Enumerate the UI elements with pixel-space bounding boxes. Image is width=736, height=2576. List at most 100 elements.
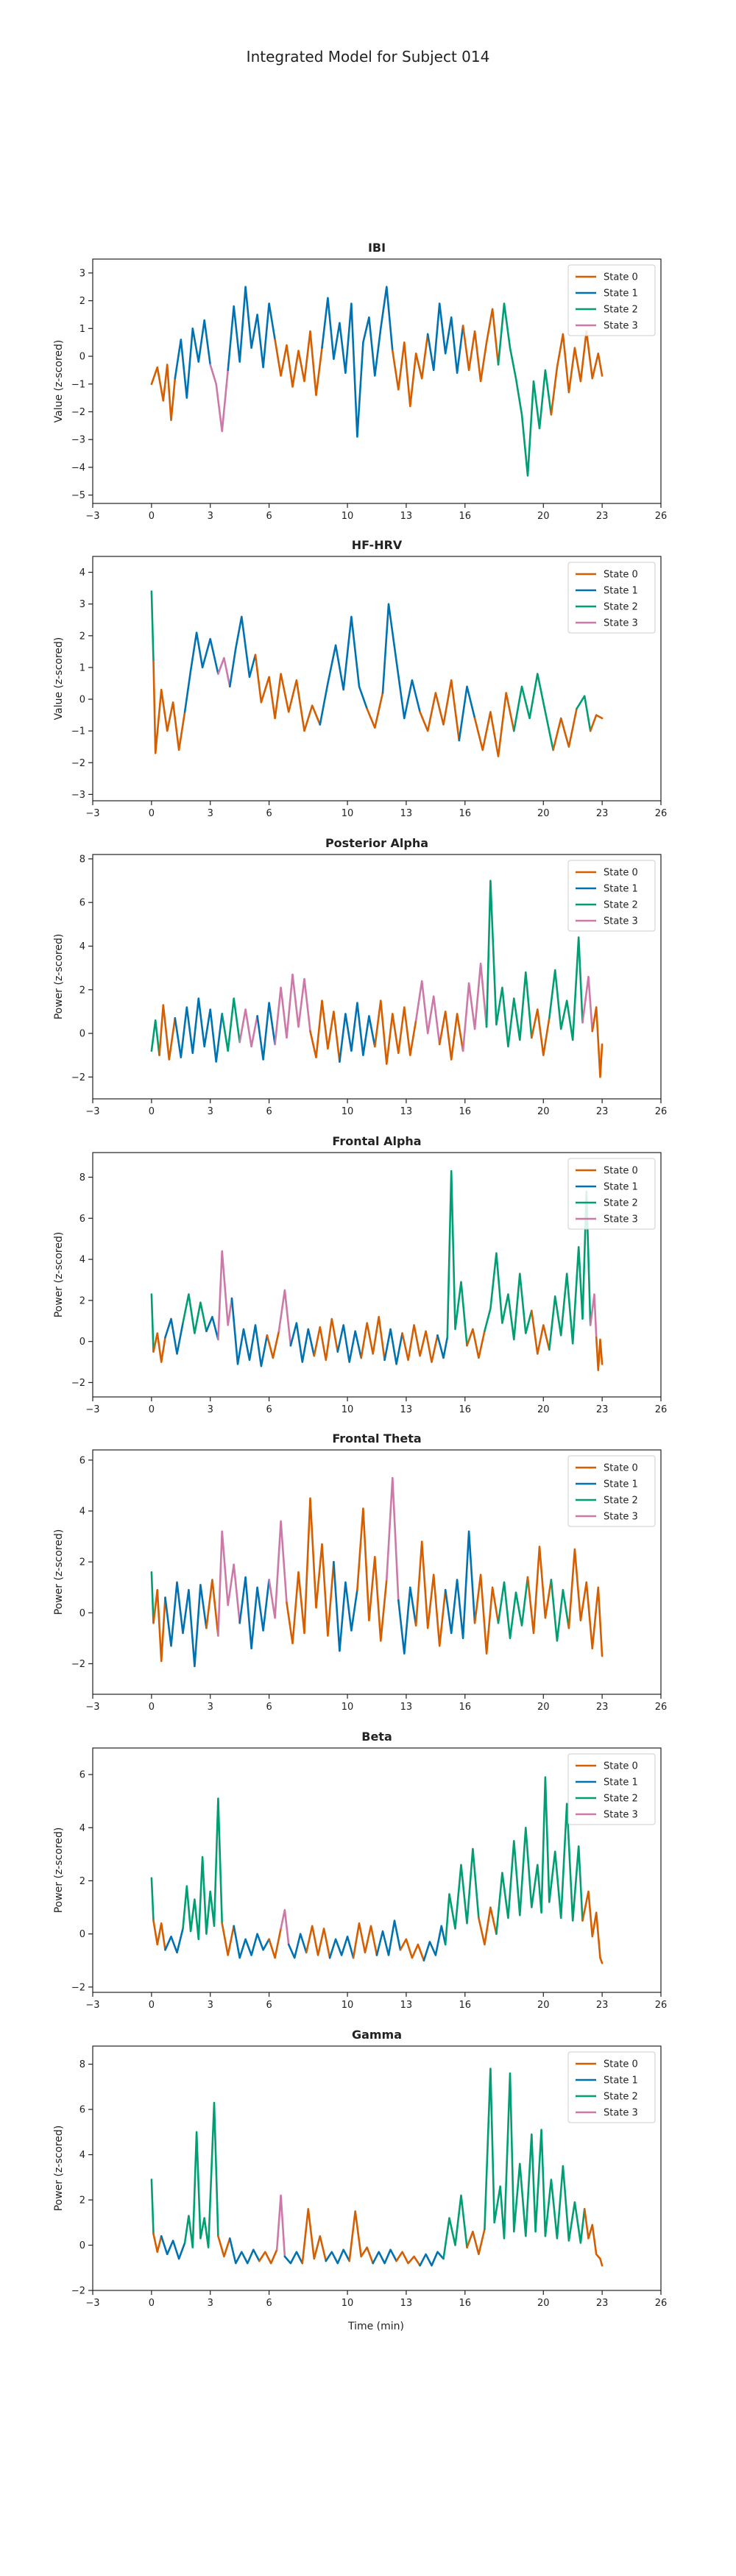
series-line-state-2 <box>444 1847 480 1946</box>
panel-title: Beta <box>361 1730 392 1744</box>
x-tick-label: 0 <box>149 1404 155 1415</box>
plot-frame <box>92 556 662 802</box>
y-tick-label: 8 <box>79 854 85 865</box>
series-line-state-1 <box>444 1530 476 1640</box>
y-axis-label: Power (z-scored) <box>53 2126 65 2212</box>
x-tick-label: 13 <box>400 2000 413 2011</box>
x-tick-label: −3 <box>85 1404 99 1415</box>
y-tick-label: 4 <box>79 2150 85 2161</box>
x-tick-label: 23 <box>596 2298 609 2309</box>
legend-box <box>567 264 656 336</box>
series-line-state-1 <box>164 1581 208 1668</box>
legend-label: State 2 <box>604 1794 638 1805</box>
series-line-state-0 <box>419 679 461 742</box>
series-line-state-1 <box>283 2251 304 2265</box>
series-line-state-3 <box>280 1908 290 1946</box>
legend-box <box>567 1158 656 1230</box>
series-line-state-0 <box>352 1922 378 1959</box>
x-tick-label: 16 <box>459 808 472 819</box>
series-line-state-3 <box>217 657 231 688</box>
legend-label: State 3 <box>604 1214 638 1225</box>
panel-title: Posterior Alpha <box>325 836 428 850</box>
legend: State 0 State 1 State 2 State 3 <box>567 1455 656 1527</box>
x-tick-label: −3 <box>85 2298 99 2309</box>
x-tick-label: 23 <box>596 511 609 522</box>
series-line-state-0 <box>473 1574 500 1655</box>
legend-label: State 3 <box>604 321 638 332</box>
x-tick-label: 16 <box>459 511 472 522</box>
series-line-state-1 <box>426 302 464 374</box>
x-tick-label: 6 <box>266 808 272 819</box>
series-line-state-2 <box>183 2101 219 2248</box>
y-tick-label: 2 <box>79 1295 85 1306</box>
legend-label: State 0 <box>604 1761 638 1772</box>
series-line-state-0 <box>526 1546 553 1635</box>
series-line-state-2 <box>497 302 553 477</box>
x-tick-label: 23 <box>596 1404 609 1415</box>
series-line-state-2 <box>150 1019 160 1056</box>
legend: State 0 State 1 State 2 State 3 <box>567 1753 656 1825</box>
x-tick-label: 16 <box>459 2000 472 2011</box>
legend-label: State 1 <box>604 1777 638 1788</box>
y-tick-label: 2 <box>79 985 85 996</box>
y-tick-label: −1 <box>71 726 85 737</box>
y-tick-label: 0 <box>79 2240 85 2251</box>
x-tick-label: 26 <box>655 2000 668 2011</box>
series-line-state-2 <box>182 1293 208 1334</box>
x-tick-label: −3 <box>85 2000 99 2011</box>
series-line-state-3 <box>414 980 441 1046</box>
x-tick-label: 13 <box>400 511 413 522</box>
series-line-state-0 <box>531 1309 551 1355</box>
series-line-state-1 <box>325 2248 350 2265</box>
series-line-state-0 <box>258 2248 278 2265</box>
x-tick-label: 10 <box>342 1702 354 1713</box>
series-lines <box>150 1170 604 1371</box>
legend-label: State 2 <box>604 900 638 911</box>
x-tick-label: 10 <box>342 2298 354 2309</box>
series-line-state-0 <box>268 1928 282 1959</box>
series-line-state-1 <box>229 615 257 688</box>
y-tick-label: 4 <box>79 1823 85 1834</box>
series-line-state-3 <box>461 962 488 1052</box>
x-tick-label: 3 <box>208 2000 213 2011</box>
legend: State 0 State 1 State 2 State 3 <box>567 562 656 634</box>
legend-label: State 1 <box>604 884 638 895</box>
series-line-state-2 <box>442 2194 468 2260</box>
series-line-state-0 <box>550 330 604 416</box>
series-line-state-1 <box>256 1002 276 1061</box>
x-tick-label: 23 <box>596 2000 609 2011</box>
series-line-state-2 <box>548 936 584 1041</box>
legend-label: State 0 <box>604 868 638 879</box>
series-line-state-0 <box>581 1890 604 1964</box>
y-tick-label: 2 <box>79 1876 85 1887</box>
legend-box <box>567 2051 656 2123</box>
x-tick-label: 20 <box>537 1106 550 1117</box>
x-tick-label: 16 <box>459 2298 472 2309</box>
series-line-state-1 <box>336 1324 362 1363</box>
x-tick-label: 10 <box>342 1106 354 1117</box>
series-line-state-0 <box>217 2234 231 2258</box>
legend-label: State 3 <box>604 916 638 927</box>
series-line-state-1 <box>183 631 219 713</box>
legend-label: State 0 <box>604 272 638 283</box>
y-axis-label: Power (z-scored) <box>53 1827 65 1914</box>
x-tick-label: 6 <box>266 1106 272 1117</box>
series-line-state-0 <box>595 1336 604 1371</box>
series-line-state-2 <box>550 1579 570 1642</box>
plot-frame <box>92 1449 662 1695</box>
x-tick-label: 6 <box>266 1702 272 1713</box>
x-tick-label: 16 <box>459 1702 472 1713</box>
legend: State 0 State 1 State 2 State 3 <box>567 264 656 336</box>
plot-frame <box>92 1152 662 1398</box>
series-line-state-3 <box>209 364 229 433</box>
legend-label: State 0 <box>604 570 638 581</box>
series-line-state-2 <box>484 1252 533 1341</box>
x-tick-label: −3 <box>85 1702 99 1713</box>
series-line-state-1 <box>289 1322 316 1363</box>
series-line-state-0 <box>152 1588 166 1663</box>
y-tick-label: 0 <box>79 1337 85 1348</box>
series-line-state-3 <box>274 973 311 1046</box>
